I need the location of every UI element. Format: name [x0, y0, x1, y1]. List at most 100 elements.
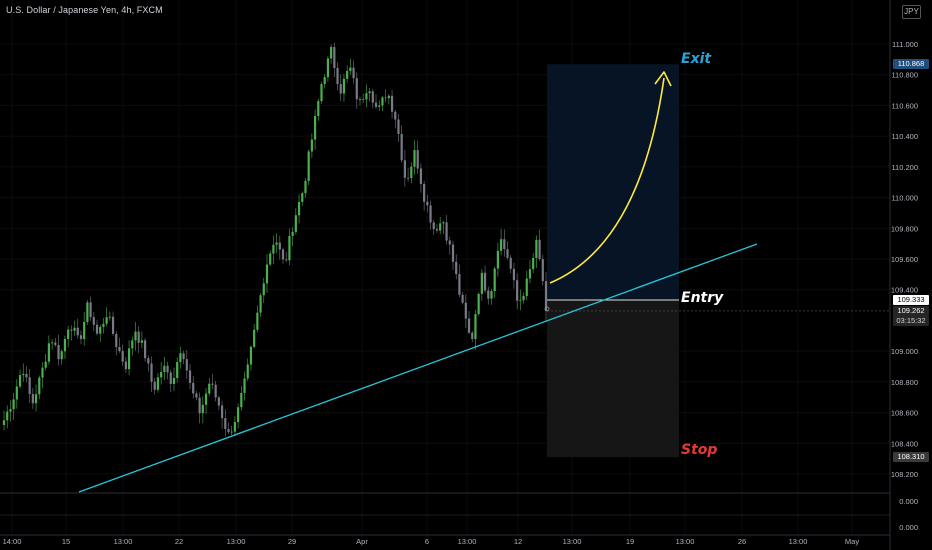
candle-body	[464, 302, 467, 319]
candle-body	[9, 409, 12, 412]
candle-body	[313, 115, 317, 140]
candle-body	[265, 264, 269, 284]
stop-price-label: 108.310	[893, 452, 929, 462]
long-position-tool[interactable]	[547, 64, 890, 458]
candle-body	[323, 77, 326, 85]
currency-badge[interactable]: JPY	[902, 5, 921, 19]
candle-body	[6, 411, 9, 421]
candle-body	[144, 340, 147, 359]
y-tick-label: 109.800	[891, 224, 918, 233]
x-tick-label: 6	[425, 537, 429, 546]
candle-body	[496, 250, 499, 269]
candle-body	[352, 67, 355, 79]
entry-annotation[interactable]: Entry	[681, 290, 724, 306]
x-tick-label: 29	[288, 537, 296, 546]
candle-body	[455, 261, 458, 275]
candle-body	[330, 47, 333, 59]
candle-body	[38, 377, 41, 395]
current-price-label: 109.333	[893, 295, 929, 305]
candle-body	[166, 365, 169, 373]
candle-body	[371, 91, 374, 103]
candle-body	[365, 93, 368, 100]
y-tick-label: 110.000	[891, 194, 918, 203]
candle-body	[419, 168, 423, 184]
candle-body	[73, 327, 76, 331]
candle-body	[51, 342, 54, 344]
candle-body	[83, 321, 86, 340]
candle-body	[118, 347, 121, 352]
candle-body	[256, 312, 259, 330]
y-tick-label: 110.200	[891, 163, 918, 172]
candle-body	[28, 377, 31, 395]
candle-body	[204, 393, 208, 405]
x-tick-label: May	[845, 537, 859, 546]
candle-body	[54, 342, 57, 345]
candle-body	[429, 205, 432, 223]
candle-body	[31, 394, 34, 404]
drawings-layer[interactable]	[78, 71, 758, 493]
candle-body	[220, 405, 224, 419]
candle-body	[358, 99, 362, 100]
candle-body	[237, 407, 240, 423]
candle-body	[185, 359, 188, 371]
candle-body	[378, 105, 381, 107]
candle-body	[182, 353, 185, 360]
y-tick-label: 109.000	[891, 347, 918, 356]
candle-body	[317, 101, 320, 116]
y-tick-label: 110.600	[891, 101, 918, 110]
ascending-trendline	[78, 243, 758, 493]
y-tick-label: 110.800	[891, 71, 918, 80]
candle-body	[105, 317, 108, 324]
exit-annotation[interactable]: Exit	[681, 51, 712, 67]
candle-body	[384, 97, 387, 99]
candle-body	[22, 373, 25, 376]
candle-body	[188, 370, 192, 383]
candle-body	[403, 160, 406, 178]
x-tick-label: 13:00	[676, 537, 695, 546]
x-tick-label: 13:00	[114, 537, 133, 546]
candle-body	[297, 201, 301, 216]
candle-body	[355, 78, 358, 100]
candle-body	[111, 316, 115, 334]
y-tick-label: 108.400	[891, 439, 918, 448]
candle-body	[320, 84, 323, 102]
candle-body	[153, 381, 156, 390]
candle-body	[381, 97, 384, 106]
candle-body	[487, 290, 490, 299]
countdown-label: 03:15:32	[893, 316, 929, 326]
candle-body	[442, 222, 445, 224]
candle-body	[406, 177, 410, 179]
candle-body	[400, 134, 403, 161]
x-tick-label: 14:00	[3, 537, 22, 546]
candle-body	[416, 150, 419, 169]
candle-body	[269, 253, 272, 265]
stop-annotation[interactable]: Stop	[681, 442, 718, 458]
candle-body	[490, 291, 493, 299]
candle-body	[57, 344, 60, 360]
candle-body	[108, 316, 111, 318]
candle-body	[92, 317, 95, 325]
candle-body	[509, 257, 512, 269]
candle-body	[79, 335, 83, 340]
candle-body	[291, 231, 294, 236]
candle-body	[278, 242, 281, 250]
candle-body	[67, 329, 70, 339]
candle-body	[179, 353, 182, 363]
candle-body	[176, 362, 179, 378]
candle-body	[301, 193, 304, 202]
y-tick-label: 110.400	[891, 132, 918, 141]
candle-body	[34, 394, 38, 404]
candle-body	[461, 294, 464, 303]
candle-body	[439, 223, 442, 231]
candle-body	[25, 373, 28, 378]
candle-body	[339, 84, 342, 94]
candle-body	[12, 399, 15, 410]
candlestick-series	[2, 42, 548, 437]
candle-body	[211, 383, 214, 385]
candle-body	[198, 397, 201, 414]
candle-body	[512, 268, 516, 281]
candle-body	[471, 332, 474, 339]
candle-body	[127, 348, 131, 370]
